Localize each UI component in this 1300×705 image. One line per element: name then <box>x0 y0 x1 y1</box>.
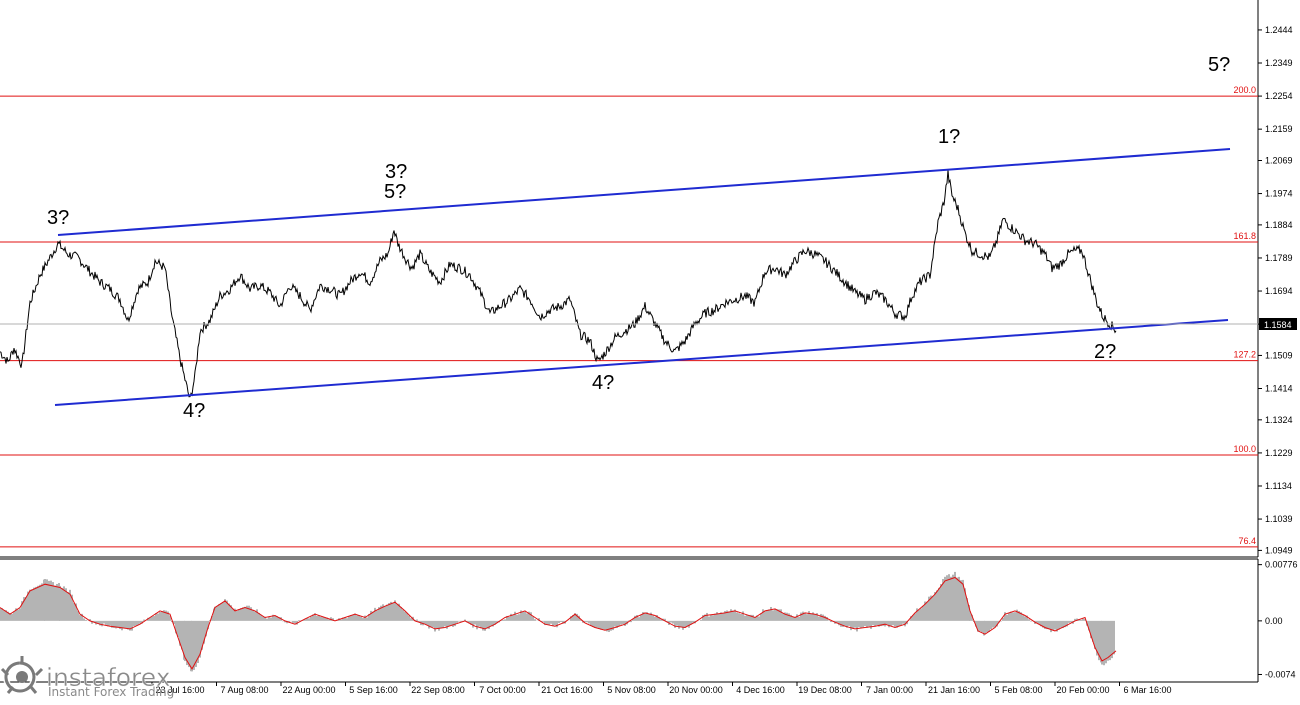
price-tick-label: 1.1974 <box>1265 189 1293 199</box>
time-tick-label: 21 Jan 16:00 <box>928 685 980 695</box>
osc-signal-line <box>0 576 1117 670</box>
fib-label-0: 200.0 <box>1233 85 1256 95</box>
channel-lower-line <box>54 319 1229 406</box>
time-tick-label: 20 Nov 00:00 <box>669 685 723 695</box>
osc-tick-label: 0.00 <box>1265 616 1283 626</box>
time-tick-label: 23 Jul 16:00 <box>155 685 204 695</box>
wave-label-2-blue: 2? <box>1094 341 1116 363</box>
wave-label-1-blue: 1? <box>938 126 960 148</box>
price-axis: 1.2444 1.2349 1.2254 1.2159 1.2069 1.1974 1.18… <box>1258 25 1293 555</box>
price-tick-label: 1.2069 <box>1265 155 1293 165</box>
wave-label-4-red: 4? <box>592 372 614 394</box>
price-tick-label: 1.1324 <box>1265 415 1293 425</box>
time-tick-label: 22 Aug 00:00 <box>282 685 335 695</box>
time-tick-label: 5 Sep 16:00 <box>349 685 398 695</box>
current-price-tag: 1.1584 <box>1259 318 1297 330</box>
price-tick-label: 1.2349 <box>1265 58 1293 68</box>
wave-label-4-blue: 4? <box>183 400 205 422</box>
wave-labels: 3? 4? 3? 5? 4? 1? 2? 5? <box>47 54 1230 422</box>
wave-label-5-blue: 5? <box>384 181 406 203</box>
price-tick-label: 1.2444 <box>1265 25 1293 35</box>
time-tick-label: 7 Aug 08:00 <box>220 685 268 695</box>
price-tick-label: 1.1039 <box>1265 514 1293 524</box>
price-tick-label: 1.1789 <box>1265 253 1293 263</box>
time-tick-label: 4 Dec 16:00 <box>736 685 785 695</box>
fib-label-3: 100.0 <box>1233 444 1256 454</box>
logo-tagline: Instant Forex Trading <box>48 685 174 699</box>
time-tick-label: 19 Dec 08:00 <box>798 685 852 695</box>
price-tick-label: 1.1884 <box>1265 220 1293 230</box>
price-series <box>0 170 1117 398</box>
wave-label-5-red: 5? <box>1208 54 1230 76</box>
instaforex-logo: instaforex Instant Forex Trading <box>0 656 174 699</box>
time-tick-label: 6 Mar 16:00 <box>1123 685 1171 695</box>
price-tick-label: 1.1229 <box>1265 448 1293 458</box>
fib-levels: 200.0 161.8 127.2 100.0 76.4 <box>0 85 1258 548</box>
price-tick-label: 1.1414 <box>1265 384 1293 394</box>
current-price-value: 1.1584 <box>1264 320 1292 330</box>
price-tick-label: 1.1694 <box>1265 286 1293 296</box>
time-tick-label: 7 Jan 00:00 <box>866 685 913 695</box>
channel-upper-line <box>57 148 1231 236</box>
price-tick-label: 1.1134 <box>1265 481 1292 491</box>
logo-brand: instaforex <box>46 663 171 692</box>
oscillator <box>0 571 1117 672</box>
price-tick-label: 1.1509 <box>1265 350 1293 360</box>
time-tick-label: 22 Sep 08:00 <box>411 685 465 695</box>
fib-label-4: 76.4 <box>1238 536 1256 546</box>
time-tick-label: 21 Oct 16:00 <box>541 685 593 695</box>
fib-label-1: 161.8 <box>1233 231 1256 241</box>
osc-tick-label: -0.0074 <box>1265 669 1296 679</box>
time-tick-label: 20 Feb 00:00 <box>1056 685 1109 695</box>
price-tick-label: 1.0949 <box>1265 545 1293 555</box>
price-tick-label: 1.2254 <box>1265 91 1293 101</box>
price-line <box>0 170 1117 398</box>
price-tick-label: 1.2159 <box>1265 124 1293 134</box>
time-axis: 23 Jul 16:00 7 Aug 08:00 22 Aug 00:00 5 Sep… <box>151 682 1172 695</box>
time-tick-label: 5 Nov 08:00 <box>607 685 656 695</box>
wave-label-3-blue: 3? <box>47 207 69 229</box>
time-tick-label: 7 Oct 00:00 <box>479 685 526 695</box>
osc-tick-label: 0.00776 <box>1265 560 1298 570</box>
oscillator-axis: 0.00776 0.00 -0.0074 <box>1258 560 1298 679</box>
channel-lines <box>54 148 1231 406</box>
fib-label-2: 127.2 <box>1233 350 1256 360</box>
time-tick-label: 5 Feb 08:00 <box>994 685 1042 695</box>
wave-label-3-red: 3? <box>385 161 407 183</box>
logo-icon <box>0 656 44 694</box>
